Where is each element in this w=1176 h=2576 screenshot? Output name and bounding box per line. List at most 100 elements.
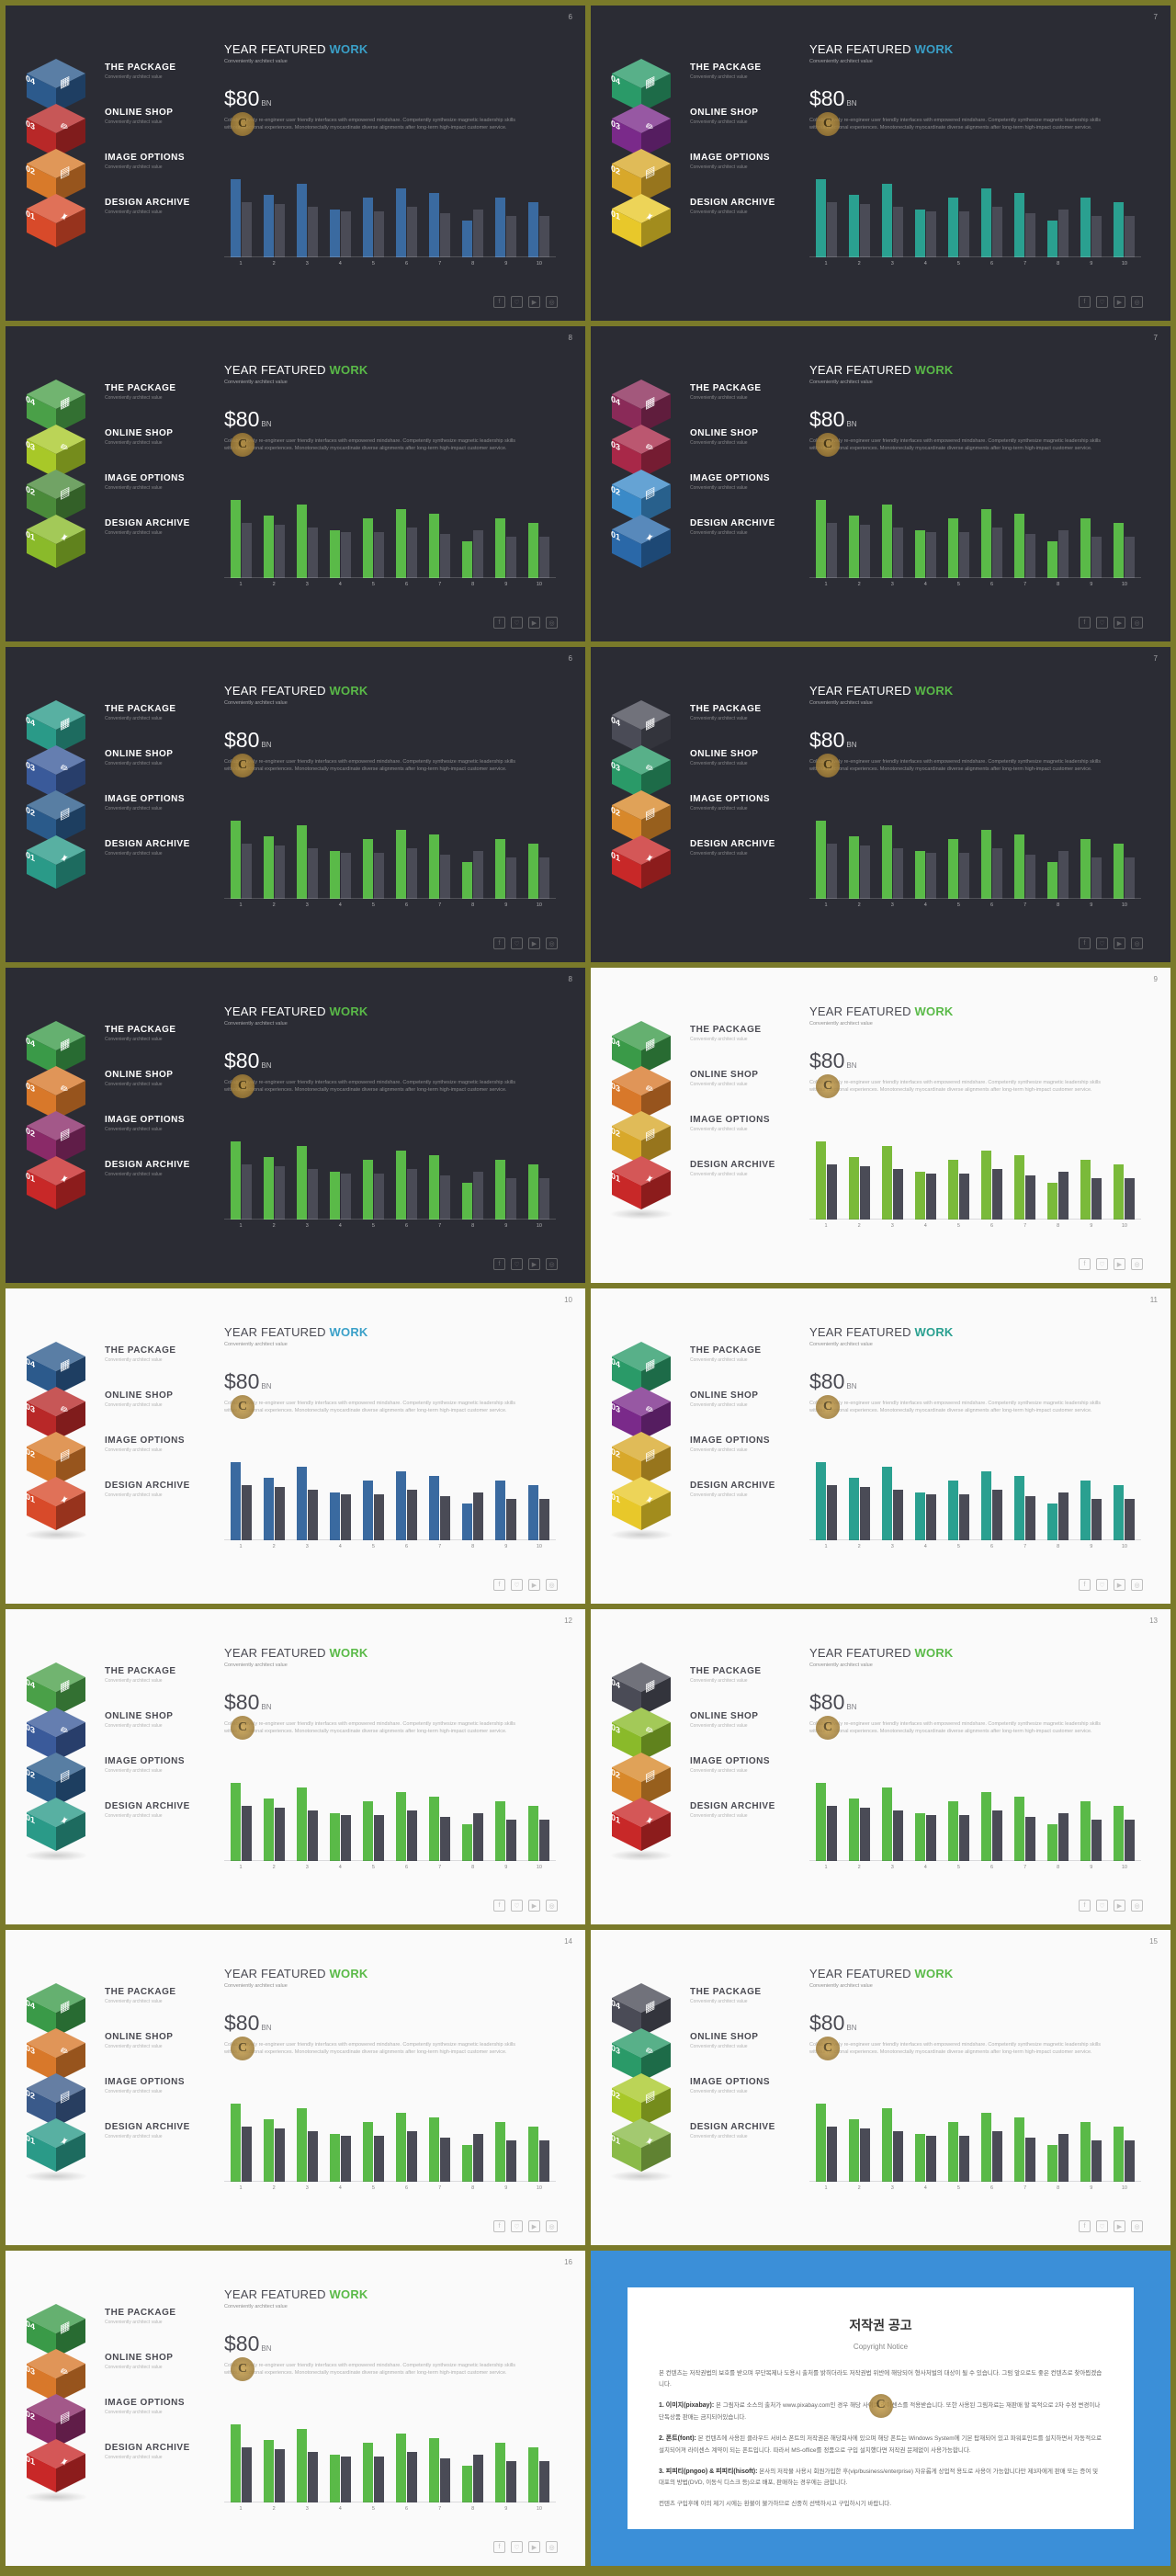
copyright-p: 컨텐츠 구입후에 이의 제기 시에는 환불이 불가하므로 신중히 선택하시고 구… [659,2499,1102,2510]
social-icon[interactable]: f [493,1258,505,1270]
social-icon[interactable]: ♡ [1096,617,1108,629]
social-icon[interactable]: ▶ [528,1258,540,1270]
social-icon[interactable]: ◎ [1131,937,1143,949]
social-icon[interactable]: f [493,1900,505,1912]
social-icon[interactable]: ◎ [546,1579,558,1591]
label-title: THE PACKAGE [690,704,775,714]
social-icon[interactable]: ♡ [511,937,523,949]
bar-group [876,505,909,578]
social-icon[interactable]: f [1079,1900,1091,1912]
x-label: 5 [356,261,390,267]
label-sub: Conveniently architect value [105,395,190,401]
social-icon[interactable]: f [1079,2220,1091,2232]
bar-primary [363,839,373,899]
bar-secondary [242,1485,252,1540]
social-icon[interactable]: ▶ [1114,617,1125,629]
x-label: 5 [356,2506,390,2512]
social-icon[interactable]: ♡ [511,1258,523,1270]
bar-primary [264,1799,274,1861]
cube-label: IMAGE OPTIONS Conveniently architect val… [690,473,775,518]
social-icon[interactable]: ♡ [511,2220,523,2232]
bar-primary [882,1467,892,1540]
social-icon[interactable]: f [493,2541,505,2553]
social-icon[interactable]: ◎ [1131,2220,1143,2232]
bar-secondary [374,2136,384,2182]
social-icon[interactable]: ♡ [1096,1258,1108,1270]
bar-secondary [374,1174,384,1220]
social-icon[interactable]: f [493,2220,505,2232]
bar-primary [231,179,241,257]
bar-group [909,2134,942,2182]
social-icon[interactable]: ◎ [1131,1579,1143,1591]
social-icon[interactable]: f [1079,1579,1091,1591]
social-icon[interactable]: ▶ [528,1579,540,1591]
social-icon[interactable]: f [493,296,505,308]
social-icon[interactable]: ▶ [1114,1579,1125,1591]
social-icon[interactable]: ◎ [546,2220,558,2232]
social-icon[interactable]: ▶ [528,2220,540,2232]
social-icon[interactable]: ◎ [546,1900,558,1912]
bar-secondary [539,1178,549,1220]
social-icon[interactable]: ♡ [511,296,523,308]
bar-primary [429,193,439,257]
x-label: 2 [842,2185,876,2191]
social-icon[interactable]: ♡ [1096,1579,1108,1591]
social-icon[interactable]: ◎ [1131,296,1143,308]
x-label: 4 [323,2506,356,2512]
social-icon[interactable]: ▶ [528,937,540,949]
bar-primary [816,1141,826,1220]
social-icon[interactable]: ▶ [528,617,540,629]
social-icon[interactable]: ◎ [546,937,558,949]
chart-area: YEAR FEATURED WORK Conveniently architec… [809,684,1141,908]
social-icon[interactable]: ▶ [1114,937,1125,949]
social-icon[interactable]: ◎ [546,2541,558,2553]
social-icon[interactable]: f [1079,617,1091,629]
social-icon[interactable]: ▶ [528,1900,540,1912]
social-icon[interactable]: ◎ [546,1258,558,1270]
bar-secondary [926,1815,936,1861]
social-icon[interactable]: ▶ [1114,1900,1125,1912]
watermark-icon: C [869,2394,893,2418]
label-list: THE PACKAGE Conveniently architect value… [690,1666,775,1846]
x-label: 9 [490,1223,523,1229]
social-icon[interactable]: f [493,1579,505,1591]
social-icon[interactable]: ◎ [1131,1900,1143,1912]
social-icon[interactable]: ◎ [546,617,558,629]
social-icon[interactable]: ◎ [1131,617,1143,629]
bar-primary [948,1160,958,1220]
bar-secondary [308,2131,318,2182]
bar-secondary [1058,530,1069,578]
social-icon[interactable]: ♡ [511,1579,523,1591]
social-icon[interactable]: ▶ [528,296,540,308]
social-icon[interactable]: ◎ [1131,1258,1143,1270]
x-label: 3 [290,2185,323,2191]
social-icon[interactable]: ▶ [1114,2220,1125,2232]
social-icon[interactable]: ♡ [511,2541,523,2553]
watermark-icon: C [231,1395,254,1419]
social-icon[interactable]: ▶ [1114,296,1125,308]
social-icon[interactable]: ♡ [1096,296,1108,308]
social-icon[interactable]: ▶ [1114,1258,1125,1270]
social-icon[interactable]: f [1079,937,1091,949]
bar-secondary [1058,1813,1069,1861]
chart-area: YEAR FEATURED WORK Conveniently architec… [809,1325,1141,1549]
social-icon[interactable]: f [1079,296,1091,308]
cube-label: ONLINE SHOP Conveniently architect value [690,1070,775,1115]
social-icon[interactable]: f [493,617,505,629]
social-icon[interactable]: ◎ [546,296,558,308]
bar-primary [1080,198,1091,257]
bar-secondary [275,2449,285,2502]
social-icon[interactable]: ♡ [511,1900,523,1912]
bar-primary [1014,834,1024,899]
social-icon[interactable]: ▶ [528,2541,540,2553]
social-icon[interactable]: ♡ [1096,1900,1108,1912]
social-icon[interactable]: f [493,937,505,949]
label-sub: Conveniently architect value [105,2455,190,2460]
label-title: THE PACKAGE [690,1025,775,1035]
social-icon[interactable]: ♡ [511,617,523,629]
x-label: 5 [942,902,975,908]
copyright-frame: 저작권 공고 Copyright Notice 본 컨텐츠는 저작권법의 보호를… [591,2251,1170,2566]
social-icon[interactable]: ♡ [1096,937,1108,949]
social-icon[interactable]: ♡ [1096,2220,1108,2232]
social-icon[interactable]: f [1079,1258,1091,1270]
